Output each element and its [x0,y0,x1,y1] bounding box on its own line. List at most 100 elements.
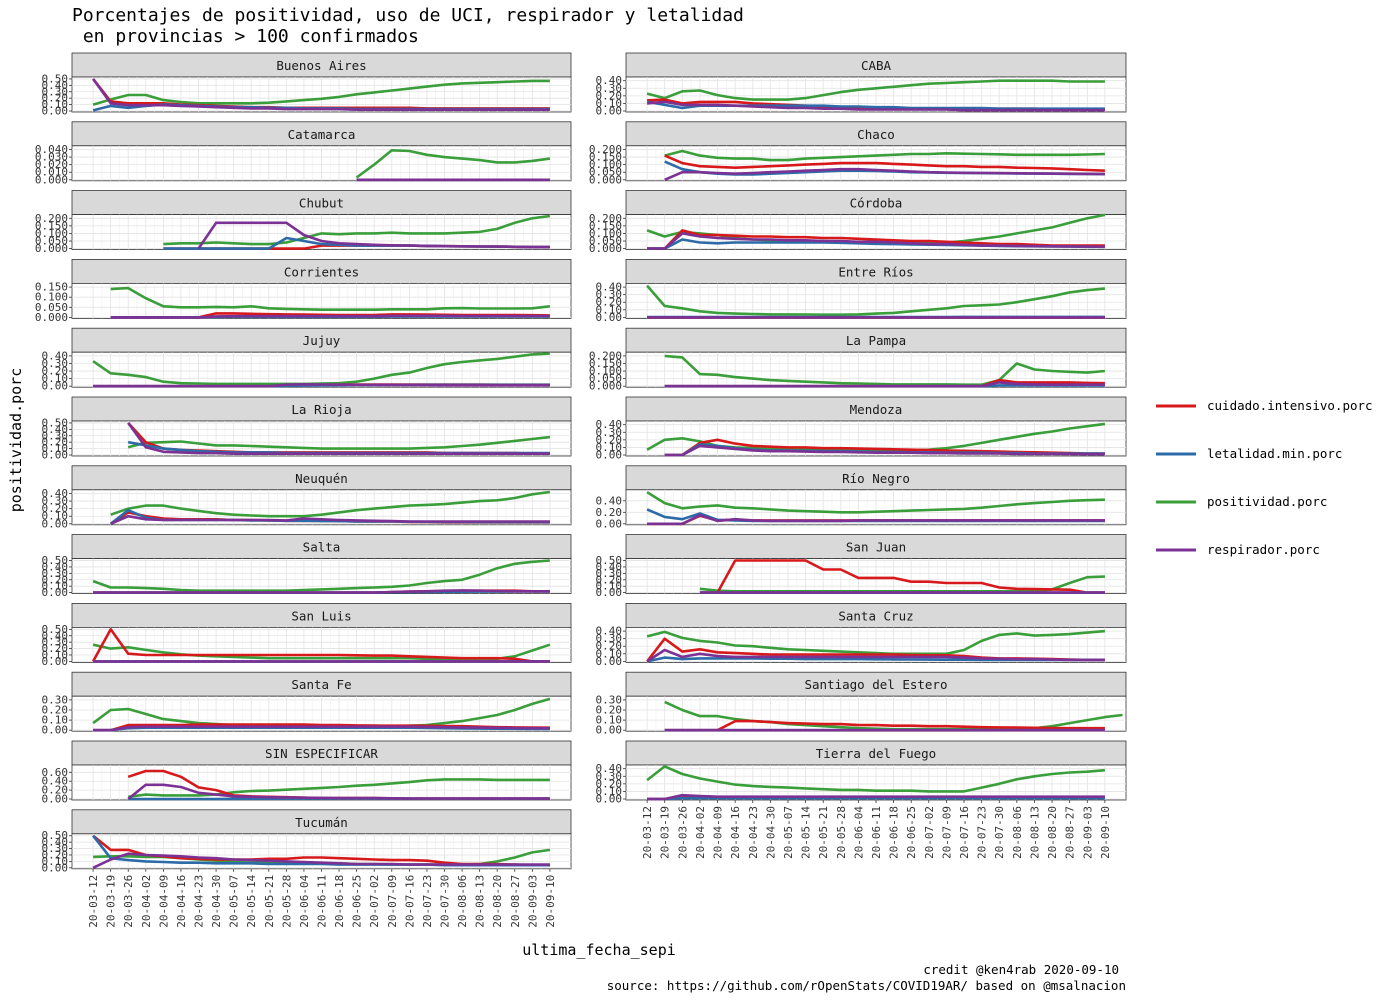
y-tick-label: 0.40 [596,74,623,87]
legend-item-re: respirador.porc [1156,542,1320,557]
facet-strip-label: Chaco [857,127,895,142]
y-tick-label: 0.50 [42,416,69,429]
x-tick-label: 20-07-16 [958,806,971,859]
x-tick-label: 20-07-16 [403,875,416,928]
x-axis-label: ultima_fecha_sepi [522,941,676,959]
y-tick-label: 0.20 [596,506,623,519]
x-tick-label: 20-05-14 [800,806,813,859]
facet-strip-label: Mendoza [850,402,903,417]
x-tick-label: 20-09-03 [1081,806,1094,859]
x-tick-label: 20-06-11 [316,875,329,928]
panel-tierra-del-fuego: Tierra del Fuego0.000.100.200.300.4020-0… [596,741,1127,859]
y-tick-label: 0.40 [596,625,623,638]
x-tick-label: 20-05-21 [263,875,276,928]
legend-item-ci: cuidado.intensivo.porc [1156,398,1373,413]
legend-item-po: positividad.porc [1156,494,1327,509]
x-tick-label: 20-09-10 [544,875,557,928]
legend-item-le: letalidad.min.porc [1156,446,1342,461]
x-tick-label: 20-06-04 [852,806,865,859]
facet-strip-label: Río Negro [842,471,910,486]
y-tick-label: 0.200 [35,212,68,225]
facet-strip-label: Santa Cruz [838,608,913,623]
facet-strip-label: Córdoba [850,196,903,211]
caption-source: source: https://github.com/rOpenStats/CO… [607,978,1126,993]
x-tick-label: 20-07-23 [976,806,989,859]
x-tick-label: 20-04-30 [764,806,777,859]
x-tick-label: 20-07-30 [438,875,451,928]
facet-strip-label: Jujuy [303,333,341,348]
y-tick-label: 0.30 [596,693,623,706]
x-tick-label: 20-07-09 [940,806,953,859]
y-tick-label: 0.50 [596,554,623,567]
x-tick-label: 20-07-23 [421,875,434,928]
y-tick-label: 0.50 [42,829,69,842]
y-tick-label: 0.40 [42,349,69,362]
facet-strip-label: Neuquén [295,471,348,486]
x-tick-label: 20-05-07 [782,806,795,859]
x-tick-label: 20-07-30 [993,806,1006,859]
facet-strip-label: CABA [861,58,892,73]
x-tick-label: 20-06-25 [905,806,918,859]
x-tick-label: 20-03-19 [105,875,118,928]
facet-strip-label: Tucumán [295,815,348,830]
y-tick-label: 0.00 [596,517,623,530]
x-tick-label: 20-06-11 [870,806,883,859]
y-tick-label: 0.30 [42,693,69,706]
x-tick-label: 20-03-12 [641,806,654,859]
facet-strip-label: Corrientes [284,264,359,279]
x-tick-label: 20-06-25 [351,875,364,928]
x-tick-label: 20-08-06 [1011,806,1024,859]
x-tick-label: 20-05-14 [245,874,258,927]
x-tick-label: 20-06-04 [298,874,311,927]
x-tick-label: 20-05-07 [228,875,241,928]
facet-strip-label: La Rioja [291,402,351,417]
x-tick-label: 20-04-16 [729,806,742,859]
facet-strip-label: Buenos Aires [276,58,366,73]
series-line-le [647,798,1105,799]
y-tick-label: 0.40 [42,487,69,500]
x-tick-label: 20-07-02 [368,875,381,928]
x-tick-label: 20-05-28 [835,806,848,859]
y-tick-label: 0.040 [35,143,68,156]
facet-strip-label: San Juan [846,540,906,555]
facet-strip-label: SIN ESPECIFICAR [265,746,378,761]
chart-title-line-1: Porcentajes de positividad, uso de UCI, … [72,5,744,26]
x-tick-label: 20-09-10 [1099,806,1112,859]
x-tick-label: 20-08-13 [474,875,487,928]
x-tick-label: 20-06-18 [888,806,901,859]
y-tick-label: 0.150 [35,281,68,294]
y-tick-label: 0.200 [589,143,622,156]
x-tick-label: 20-04-23 [193,875,206,928]
x-tick-label: 20-03-12 [87,875,100,928]
facet-strip-label: Chubut [299,196,344,211]
facet-panels: Buenos Aires0.000.100.200.300.400.50CABA… [35,53,1126,928]
caption-credit: credit @ken4rab 2020-09-10 [923,962,1119,977]
x-tick-label: 20-08-20 [491,875,504,928]
x-tick-label: 20-04-09 [712,806,725,859]
x-tick-label: 20-07-02 [923,806,936,859]
y-tick-label: 0.60 [42,766,69,779]
legend-label: positividad.porc [1207,494,1327,509]
y-tick-label: 0.200 [589,349,622,362]
x-tick-label: 20-03-19 [659,806,672,859]
x-tick-label: 20-08-20 [1046,806,1059,859]
x-tick-label: 20-09-03 [526,875,539,928]
facet-strip-label: Santiago del Estero [805,677,948,692]
panel-santa-fe: Santa Fe0.000.100.200.30 [42,672,572,737]
legend-label: cuidado.intensivo.porc [1207,398,1373,413]
y-axis-label: positividad.porc [7,368,25,513]
